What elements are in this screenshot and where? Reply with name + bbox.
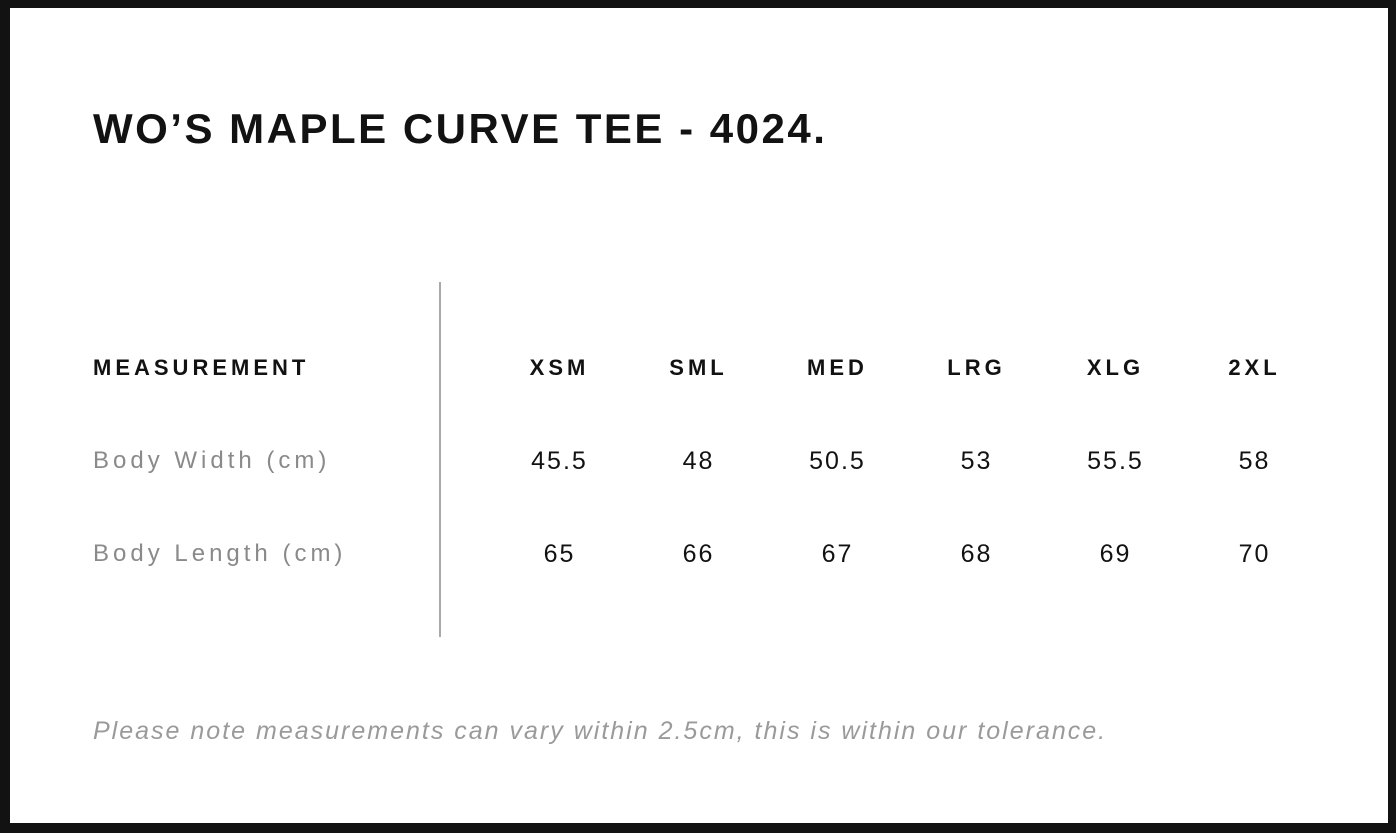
body-length-2xl: 70	[1238, 540, 1271, 568]
measurement-column-header: MEASUREMENT	[93, 355, 310, 380]
body-width-2xl: 58	[1238, 447, 1271, 475]
body-length-med: 67	[821, 540, 854, 568]
size-header-xlg: XLG	[1086, 355, 1145, 380]
body-width-xlg: 55.5	[1087, 447, 1144, 475]
product-title: WO’S MAPLE CURVE TEE - 4024.	[93, 105, 828, 152]
size-chart-header-row: MEASUREMENT XSM SML MED LRG XLG 2XL	[93, 353, 1324, 383]
body-length-sml: 66	[682, 540, 715, 568]
table-row-body-length: Body Length (cm) 65 66 67 68 69 70	[93, 539, 1324, 569]
body-length-lrg: 68	[960, 540, 993, 568]
body-width-sml: 48	[682, 447, 715, 475]
tolerance-note: Please note measurements can vary within…	[93, 717, 1108, 745]
body-width-med: 50.5	[809, 447, 866, 475]
column-divider	[439, 282, 441, 637]
size-header-lrg: LRG	[947, 355, 1006, 380]
size-header-sml: SML	[669, 355, 728, 380]
size-header-xsm: XSM	[529, 355, 590, 380]
body-length-xsm: 65	[543, 540, 576, 568]
body-length-xlg: 69	[1099, 540, 1132, 568]
table-row-body-width: Body Width (cm) 45.5 48 50.5 53 55.5 58	[93, 446, 1324, 476]
size-header-med: MED	[807, 355, 868, 380]
body-width-lrg: 53	[960, 447, 993, 475]
row-label-body-width: Body Width (cm)	[93, 447, 331, 474]
body-width-xsm: 45.5	[531, 447, 588, 475]
row-label-body-length: Body Length (cm)	[93, 540, 347, 567]
size-header-2xl: 2XL	[1228, 355, 1281, 380]
